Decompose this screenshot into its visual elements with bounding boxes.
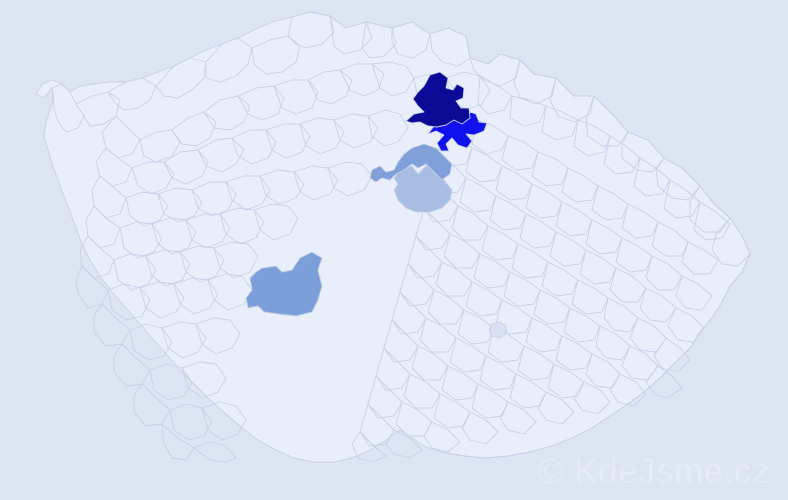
district-medium-blue[interactable]: [369, 143, 453, 183]
district-very-high-navy[interactable]: [405, 71, 471, 128]
district-medium-blue-south[interactable]: [245, 251, 323, 317]
district-borders-ne: [351, 27, 751, 463]
districts-layer: [35, 11, 751, 463]
watermark-kdejsme: © KdeJsme.cz: [537, 452, 770, 491]
district-borders-nw: [43, 11, 431, 463]
district-minimal-tint[interactable]: [488, 321, 507, 339]
